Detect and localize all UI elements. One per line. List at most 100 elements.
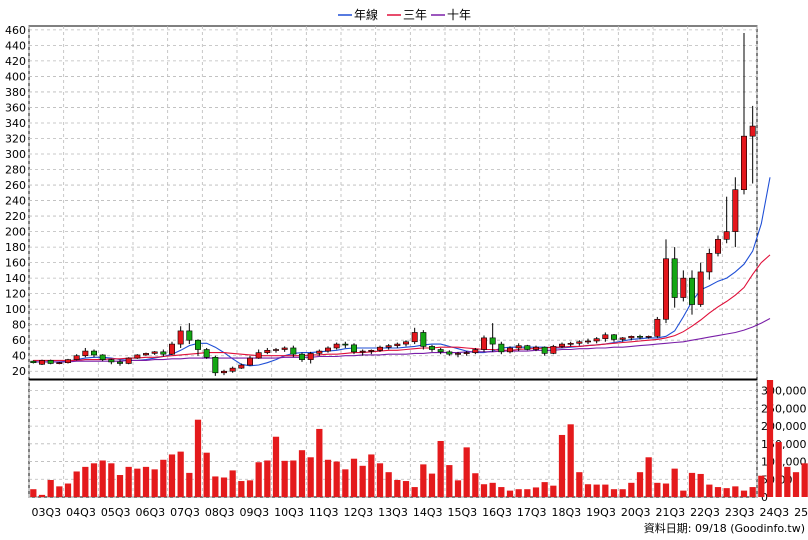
volume-bar	[775, 442, 782, 497]
candle-body	[385, 345, 392, 348]
candle-body	[290, 347, 297, 355]
candle-body	[403, 341, 409, 345]
volume-bar	[706, 484, 713, 497]
volume-bar	[437, 440, 444, 497]
volume-bar	[524, 489, 531, 497]
volume-bar	[134, 468, 141, 497]
candle-body	[524, 345, 531, 350]
candle-body	[429, 346, 435, 350]
candle-body	[134, 354, 141, 359]
x-tick-label: 06Q3	[136, 506, 166, 519]
x-tick-label: 07Q3	[170, 506, 200, 519]
x-tick-label: 24Q3	[760, 506, 790, 519]
volume-bar	[558, 434, 566, 497]
candle-body	[593, 338, 600, 342]
volume-bar	[654, 482, 661, 497]
volume-bar	[714, 487, 722, 497]
volume-bar	[160, 459, 167, 497]
candle-body	[377, 346, 383, 351]
x-tick-label: 17Q3	[517, 506, 547, 519]
price-tick-label: 180	[5, 241, 26, 254]
legend-label-ten-year: 十年	[447, 8, 471, 22]
volume-bar	[316, 428, 323, 497]
volume-bar	[307, 457, 314, 497]
x-tick-label: 10Q3	[274, 506, 304, 519]
x-axis: 03Q3 04Q3 05Q3 06Q3 07Q3 08Q3 09Q3 10Q3 11Q3 12Q3…	[32, 506, 808, 519]
legend: 年線 三年 十年	[338, 7, 471, 22]
candle-body	[472, 349, 479, 353]
x-tick-label: 22Q3	[690, 506, 720, 519]
volume-bar	[628, 482, 635, 497]
candle-body	[264, 349, 271, 353]
volume-bar	[446, 465, 453, 497]
volume-bar	[324, 459, 332, 497]
price-tick-label: 420	[5, 55, 26, 68]
volume-bar	[602, 484, 609, 497]
candle-body	[602, 334, 609, 339]
price-tick-label: 60	[12, 334, 26, 347]
legend-label-year: 年線	[354, 7, 378, 22]
volume-bar	[645, 457, 652, 497]
volume-bar	[732, 486, 739, 497]
volume-bar	[90, 463, 98, 497]
candle-body	[481, 337, 487, 350]
ma-line-ten-year	[33, 318, 771, 363]
volume-bar	[151, 469, 158, 497]
x-tick-label: 15Q3	[448, 506, 478, 519]
volume-bar	[142, 466, 150, 497]
x-tick-label: 03Q3	[32, 506, 62, 519]
volume-bar	[108, 463, 115, 497]
volume-bar	[749, 487, 756, 497]
ma-line-year	[33, 177, 771, 367]
candle-body	[281, 347, 288, 350]
candle-body	[368, 349, 375, 352]
candle-body	[715, 239, 721, 254]
ma-line-three-year	[33, 254, 771, 361]
x-tick-label: 23Q3	[725, 506, 755, 519]
volume-bar	[610, 489, 618, 497]
volume-bar	[359, 465, 366, 497]
price-tick-label: 120	[5, 288, 26, 301]
volume-bar	[56, 486, 63, 497]
volume-bar	[229, 470, 236, 497]
candle-body	[56, 362, 63, 365]
volume-bar	[506, 490, 514, 497]
volume-bar	[220, 477, 228, 497]
price-tick-label: 160	[5, 257, 26, 270]
price-panel: 20 40 60 80 100 120 140 160 180 200 220 240 260 280 30…	[5, 24, 771, 380]
volume-bar	[454, 480, 462, 497]
candle-body	[732, 189, 739, 232]
candle-body	[645, 336, 652, 338]
candle-body	[325, 347, 331, 352]
volume-bar	[489, 482, 496, 497]
candle-body	[706, 253, 713, 273]
volume-bar	[671, 468, 678, 497]
candle-body	[160, 351, 167, 355]
volume-bar	[688, 472, 696, 497]
candle-body	[463, 352, 470, 354]
price-tick-label: 460	[5, 24, 26, 37]
candle-body	[628, 336, 635, 339]
volume-bar	[368, 454, 375, 497]
volume-bar	[238, 481, 245, 497]
volume-bar	[662, 483, 670, 497]
volume-bar	[472, 473, 479, 497]
volume-bar	[723, 488, 730, 497]
x-tick-label: 25Q3	[794, 506, 808, 519]
candle-body	[307, 353, 314, 360]
volume-bar	[402, 481, 410, 497]
candle-body	[91, 350, 97, 356]
candle-body	[125, 357, 132, 364]
volume-bar	[567, 424, 574, 497]
candle-body	[30, 360, 37, 364]
x-tick-label: 20Q3	[621, 506, 651, 519]
price-tick-label: 200	[5, 226, 26, 239]
price-tick-label: 80	[12, 319, 26, 332]
volume-bar	[194, 419, 202, 497]
volume-bar	[428, 473, 436, 497]
price-tick-label: 440	[5, 39, 26, 52]
x-tick-label: 09Q3	[240, 506, 270, 519]
volume-bar	[246, 480, 254, 497]
candle-body	[585, 340, 591, 343]
volume-bar	[541, 482, 548, 497]
